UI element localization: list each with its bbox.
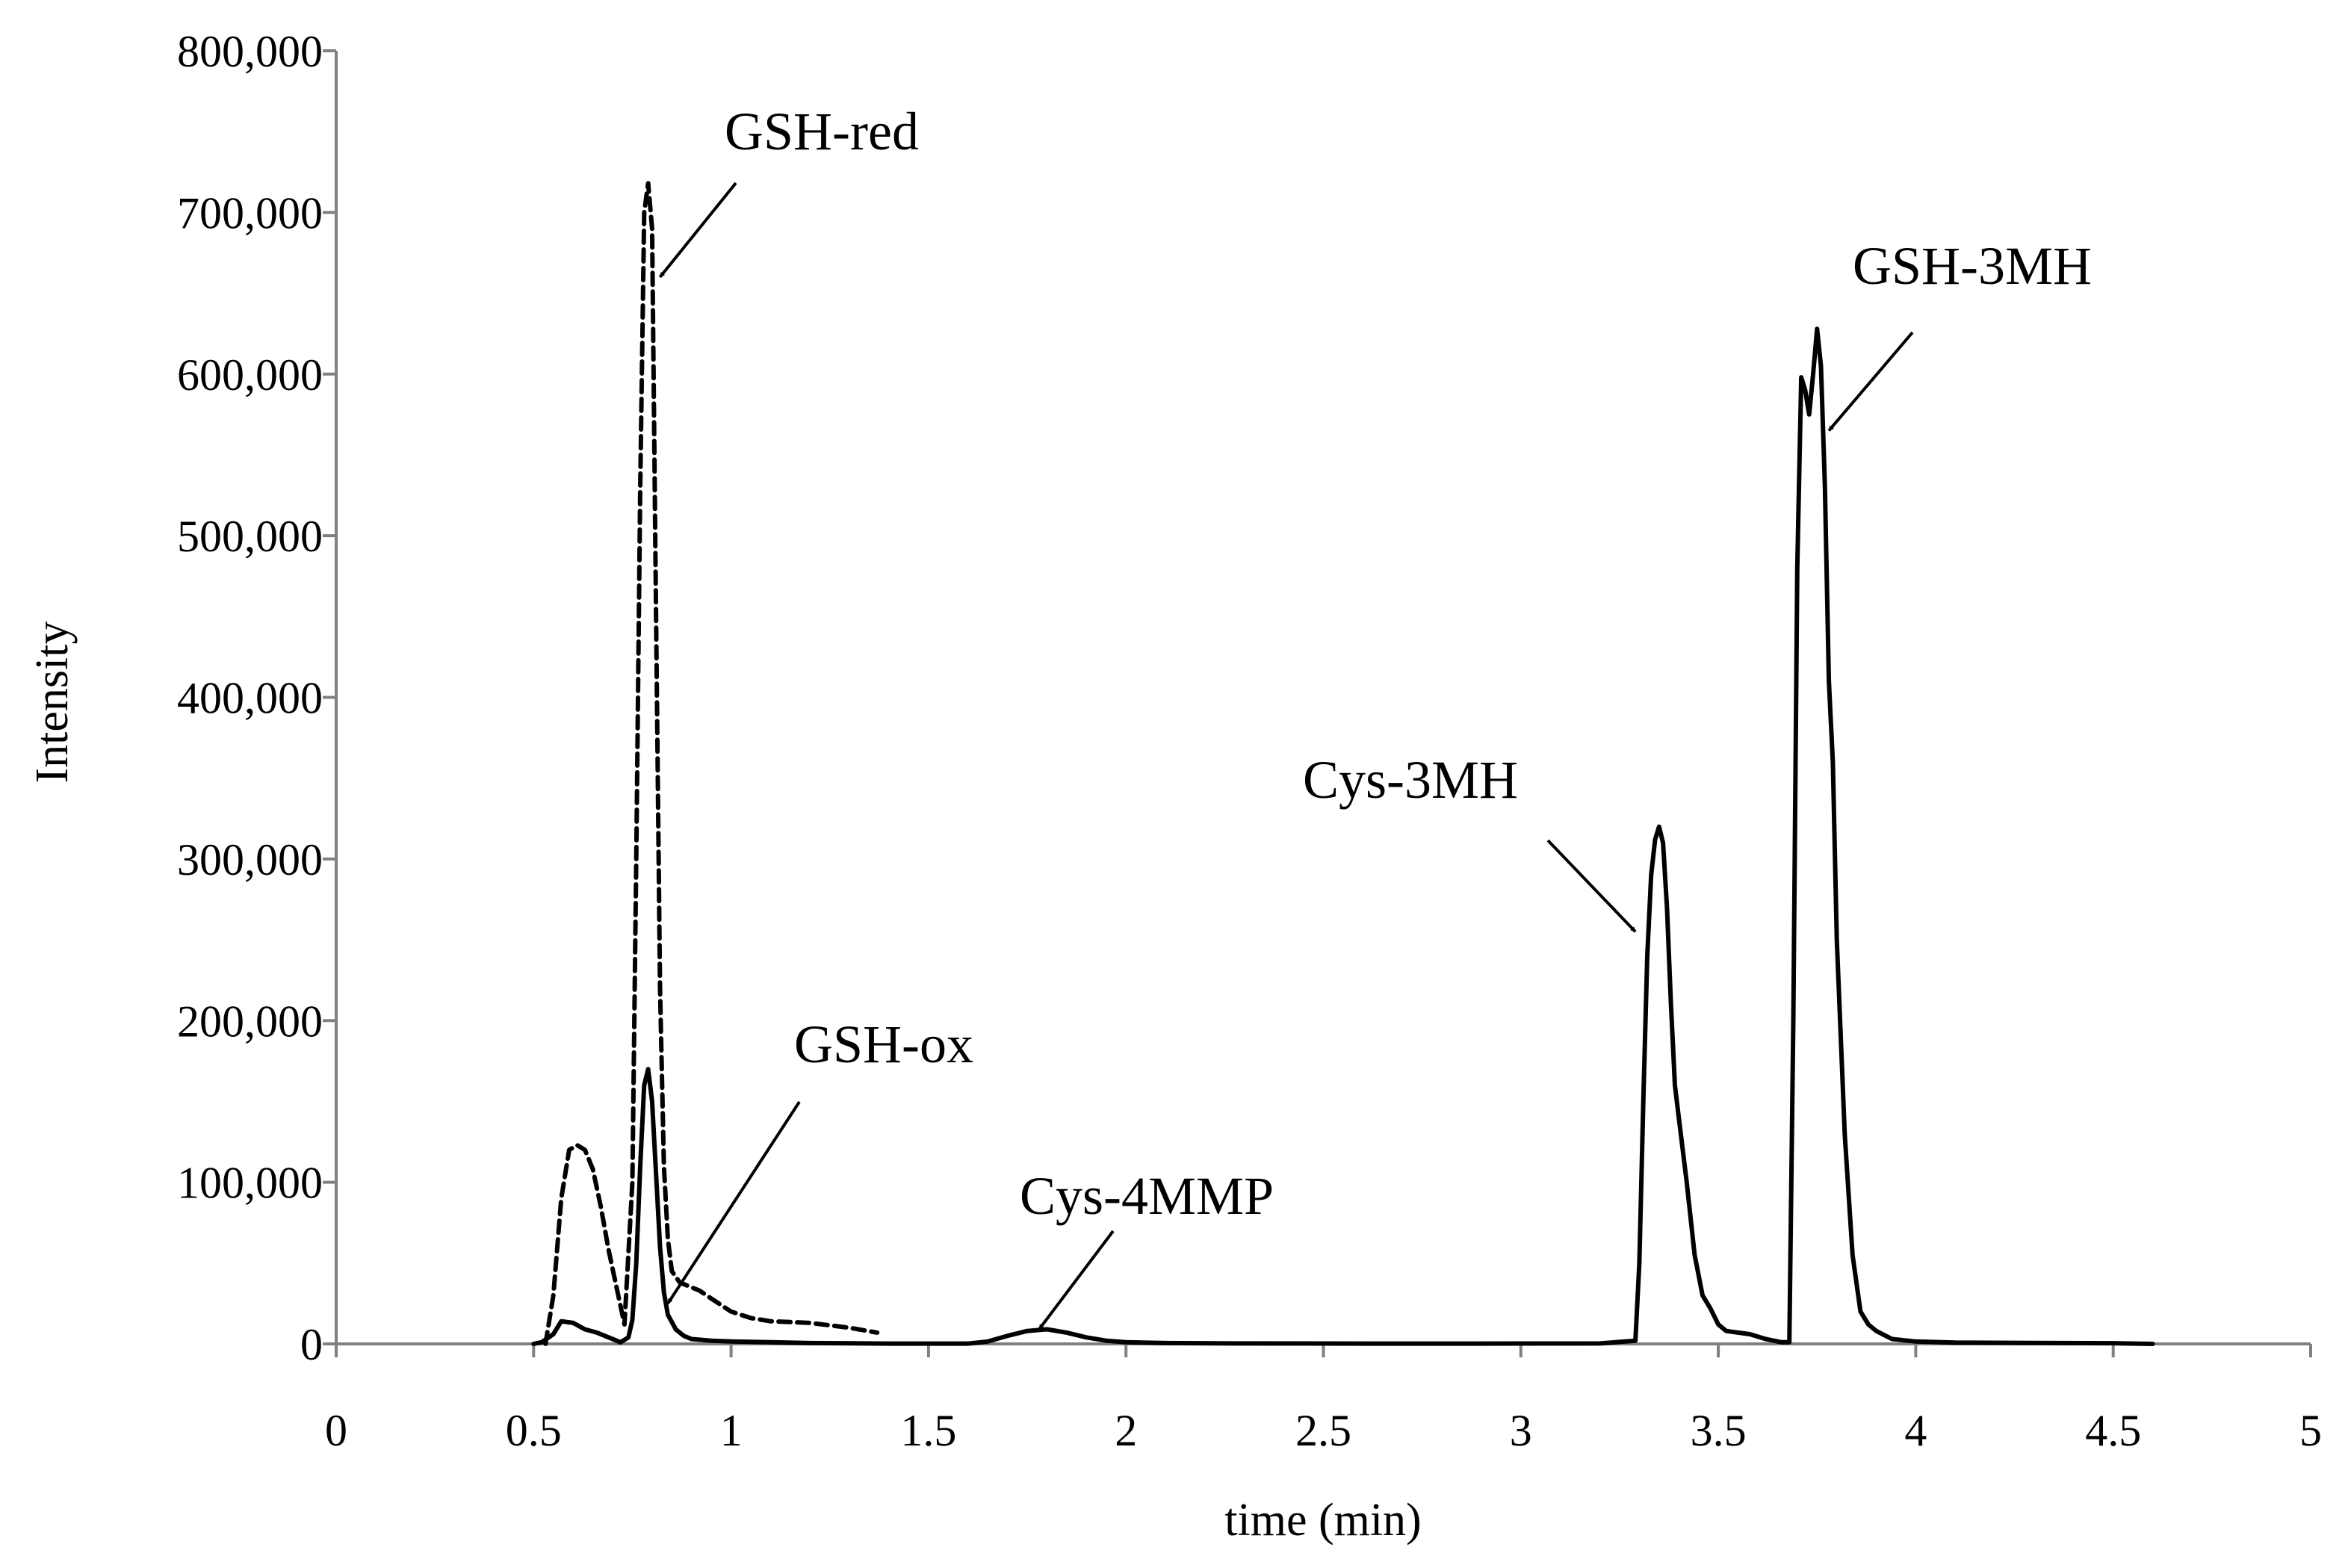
annotation-arrow: [1038, 1230, 1115, 1330]
annotation-label: GSH-ox: [794, 1014, 973, 1074]
x-tick-label: 3: [1510, 1406, 1532, 1455]
y-tick-label: 0: [300, 1320, 323, 1369]
y-tick-label: 300,000: [177, 835, 323, 884]
x-tick-label: 2.5: [1295, 1406, 1351, 1455]
x-axis-title: time (min): [1224, 1495, 1421, 1546]
x-tick-label: 4.5: [2085, 1406, 2141, 1455]
annotation-arrow: [666, 1100, 801, 1304]
series-group: [531, 181, 2155, 1346]
y-tick-label: 400,000: [177, 674, 323, 723]
y-tick-label: 500,000: [177, 512, 323, 561]
annotation-gsh-3mh: GSH-3MH: [1827, 236, 2092, 432]
x-tick-label: 3.5: [1691, 1406, 1747, 1455]
annotation-gsh-red: GSH-red: [658, 102, 919, 279]
annotation-label: Cys-4MMP: [1020, 1166, 1274, 1226]
y-tick-label: 200,000: [177, 997, 323, 1046]
annotation-label: GSH-red: [725, 102, 919, 161]
dashed-series-line: [543, 181, 880, 1346]
tick-marks: [323, 49, 2312, 1357]
annotation-cys-4mmp: Cys-4MMP: [1020, 1166, 1274, 1330]
x-tick-label: 2: [1115, 1406, 1137, 1455]
y-axis-title: Intensity: [27, 622, 78, 784]
annotations-group: GSH-red GSH-ox Cys-4MMP Cys-3MH GSH-3MH: [658, 102, 2092, 1330]
annotation-label: Cys-3MH: [1303, 750, 1518, 810]
x-tick-label: 0.5: [506, 1406, 562, 1455]
solid-series-line: [531, 326, 2155, 1346]
x-tick-label: 5: [2299, 1406, 2322, 1455]
annotation-arrow: [658, 182, 737, 279]
annotation-label: GSH-3MH: [1853, 236, 2092, 296]
y-tick-label: 800,000: [177, 27, 323, 76]
y-tick-label: 700,000: [177, 188, 323, 238]
annotation-arrow: [1827, 331, 1914, 432]
tick-labels: 0 0.5 1 1.5 2 2.5 3 3.5 4 4.5 5 0 100,000 200,000 300,…: [177, 27, 2322, 1455]
x-tick-label: 1: [720, 1406, 743, 1455]
x-tick-label: 0: [325, 1406, 347, 1455]
annotation-arrow: [1546, 839, 1637, 933]
x-tick-label: 1.5: [900, 1406, 956, 1455]
x-tick-label: 4: [1904, 1406, 1927, 1455]
y-tick-label: 100,000: [177, 1159, 323, 1208]
annotation-cys-3mh: Cys-3MH: [1303, 750, 1637, 933]
y-tick-label: 600,000: [177, 350, 323, 400]
annotation-gsh-ox: GSH-ox: [666, 1014, 973, 1304]
